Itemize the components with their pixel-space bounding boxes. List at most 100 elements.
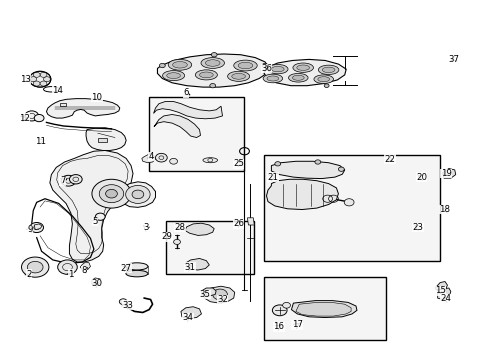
Text: 2: 2: [26, 270, 32, 279]
Polygon shape: [271, 161, 344, 179]
Polygon shape: [264, 59, 346, 86]
Polygon shape: [60, 103, 66, 106]
Circle shape: [169, 158, 177, 164]
Circle shape: [61, 175, 76, 186]
Circle shape: [43, 77, 50, 82]
Circle shape: [272, 305, 286, 316]
Ellipse shape: [205, 60, 220, 66]
Circle shape: [92, 179, 131, 208]
Polygon shape: [92, 278, 102, 285]
Ellipse shape: [201, 58, 224, 68]
Text: 26: 26: [233, 219, 244, 228]
Circle shape: [58, 260, 77, 274]
Polygon shape: [291, 301, 356, 318]
FancyBboxPatch shape: [264, 277, 386, 340]
Text: 31: 31: [184, 263, 195, 271]
Ellipse shape: [238, 62, 252, 69]
Circle shape: [25, 111, 39, 121]
Ellipse shape: [317, 77, 329, 82]
Ellipse shape: [168, 59, 191, 70]
Text: 3: 3: [142, 223, 148, 232]
Text: 23: 23: [412, 223, 423, 232]
Text: 25: 25: [233, 159, 244, 168]
Text: 30: 30: [91, 279, 102, 288]
Text: 32: 32: [217, 295, 227, 304]
Circle shape: [155, 153, 167, 162]
Circle shape: [33, 72, 40, 77]
Polygon shape: [46, 99, 120, 118]
Circle shape: [314, 160, 320, 164]
Circle shape: [173, 239, 180, 244]
Polygon shape: [184, 258, 209, 270]
Polygon shape: [181, 307, 201, 319]
Text: 13: 13: [20, 75, 31, 84]
Text: 6: 6: [183, 88, 188, 97]
FancyBboxPatch shape: [149, 97, 244, 171]
Polygon shape: [247, 218, 254, 225]
Text: 16: 16: [273, 323, 284, 331]
Polygon shape: [437, 288, 450, 300]
Polygon shape: [98, 138, 106, 142]
Ellipse shape: [227, 71, 249, 81]
FancyBboxPatch shape: [264, 155, 439, 261]
Text: 10: 10: [91, 93, 102, 102]
Text: 20: 20: [415, 173, 426, 181]
Circle shape: [27, 261, 43, 273]
Circle shape: [159, 63, 165, 68]
Text: 4: 4: [148, 152, 154, 161]
Ellipse shape: [195, 70, 217, 80]
Circle shape: [105, 189, 117, 198]
Circle shape: [338, 167, 344, 171]
Text: 5: 5: [92, 217, 98, 226]
Text: 36: 36: [261, 64, 271, 73]
Circle shape: [40, 81, 47, 86]
Circle shape: [69, 175, 82, 184]
Ellipse shape: [267, 64, 287, 74]
Circle shape: [34, 114, 44, 122]
Text: 28: 28: [174, 223, 185, 232]
Circle shape: [324, 84, 328, 87]
Circle shape: [262, 63, 267, 68]
Circle shape: [95, 213, 105, 220]
Text: 21: 21: [267, 173, 278, 181]
Ellipse shape: [288, 73, 307, 82]
Polygon shape: [50, 150, 133, 262]
Circle shape: [33, 81, 40, 86]
Circle shape: [265, 66, 270, 69]
Polygon shape: [80, 262, 90, 270]
Polygon shape: [184, 223, 214, 235]
Text: 14: 14: [52, 86, 63, 95]
Ellipse shape: [296, 65, 309, 71]
Text: 12: 12: [19, 113, 30, 122]
Text: 24: 24: [440, 294, 450, 303]
Ellipse shape: [292, 75, 304, 80]
Text: 18: 18: [439, 205, 449, 214]
Text: 15: 15: [434, 287, 445, 295]
Ellipse shape: [318, 65, 338, 75]
Circle shape: [99, 185, 123, 203]
Text: 35: 35: [200, 290, 210, 299]
Polygon shape: [157, 54, 268, 87]
Polygon shape: [295, 302, 350, 316]
Circle shape: [274, 162, 280, 166]
Circle shape: [282, 302, 290, 308]
Polygon shape: [34, 224, 42, 230]
Circle shape: [119, 299, 127, 305]
Polygon shape: [142, 154, 155, 163]
Text: 37: 37: [447, 55, 458, 64]
Polygon shape: [203, 286, 234, 303]
Text: 19: 19: [440, 169, 450, 178]
Ellipse shape: [231, 73, 245, 79]
Polygon shape: [442, 168, 455, 178]
Text: 34: 34: [183, 313, 193, 322]
Ellipse shape: [126, 270, 147, 277]
Circle shape: [344, 199, 353, 206]
Circle shape: [29, 71, 51, 87]
Text: 7: 7: [60, 176, 65, 185]
Text: 33: 33: [122, 301, 133, 310]
Circle shape: [40, 72, 47, 77]
Text: 1: 1: [68, 270, 74, 279]
Ellipse shape: [162, 71, 184, 81]
Polygon shape: [201, 288, 216, 296]
Polygon shape: [86, 128, 126, 150]
